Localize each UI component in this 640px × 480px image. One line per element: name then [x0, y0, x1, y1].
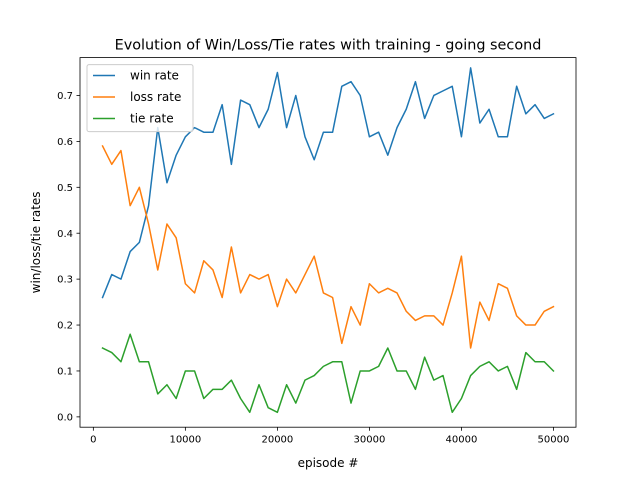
legend-box: [86, 64, 194, 133]
y-tick-label: 0.0: [57, 412, 73, 423]
series-line-win-rate: [101, 67, 555, 299]
axis-ticks: 0 10000 20000 30000 40000 50000 0.0 0.1 0.2 0.3 0.…: [57, 91, 569, 446]
series-line-loss-rate: [101, 144, 555, 349]
y-tick-label: 0.6: [57, 137, 73, 148]
x-tick-label: 30000: [354, 435, 386, 446]
y-tick-label: 0.5: [57, 183, 73, 194]
x-tick-label: 50000: [538, 435, 570, 446]
x-tick-label: 0: [90, 435, 96, 446]
legend-label-win-rate: win rate: [130, 69, 179, 83]
y-tick-label: 0.2: [57, 321, 73, 332]
y-tick-label: 0.1: [57, 367, 73, 378]
axes-frame: [79, 57, 577, 428]
series-line-tie-rate: [101, 333, 555, 414]
y-tick-label: 0.7: [57, 91, 73, 102]
x-tick-label: 40000: [446, 435, 478, 446]
y-tick-label: 0.4: [57, 229, 73, 240]
legend-label-loss-rate: loss rate: [130, 90, 181, 104]
x-tick-label: 20000: [261, 435, 293, 446]
series-lines: [101, 67, 555, 414]
chart-title: Evolution of Win/Loss/Tie rates with tra…: [115, 38, 542, 54]
legend: win rate loss rate tie rate: [86, 64, 194, 133]
y-tick-label: 0.3: [57, 275, 73, 286]
x-axis-label: episode #: [298, 456, 359, 470]
y-axis-label: win/loss/tie rates: [29, 191, 43, 293]
x-tick-label: 10000: [169, 435, 201, 446]
legend-label-tie-rate: tie rate: [130, 112, 174, 126]
